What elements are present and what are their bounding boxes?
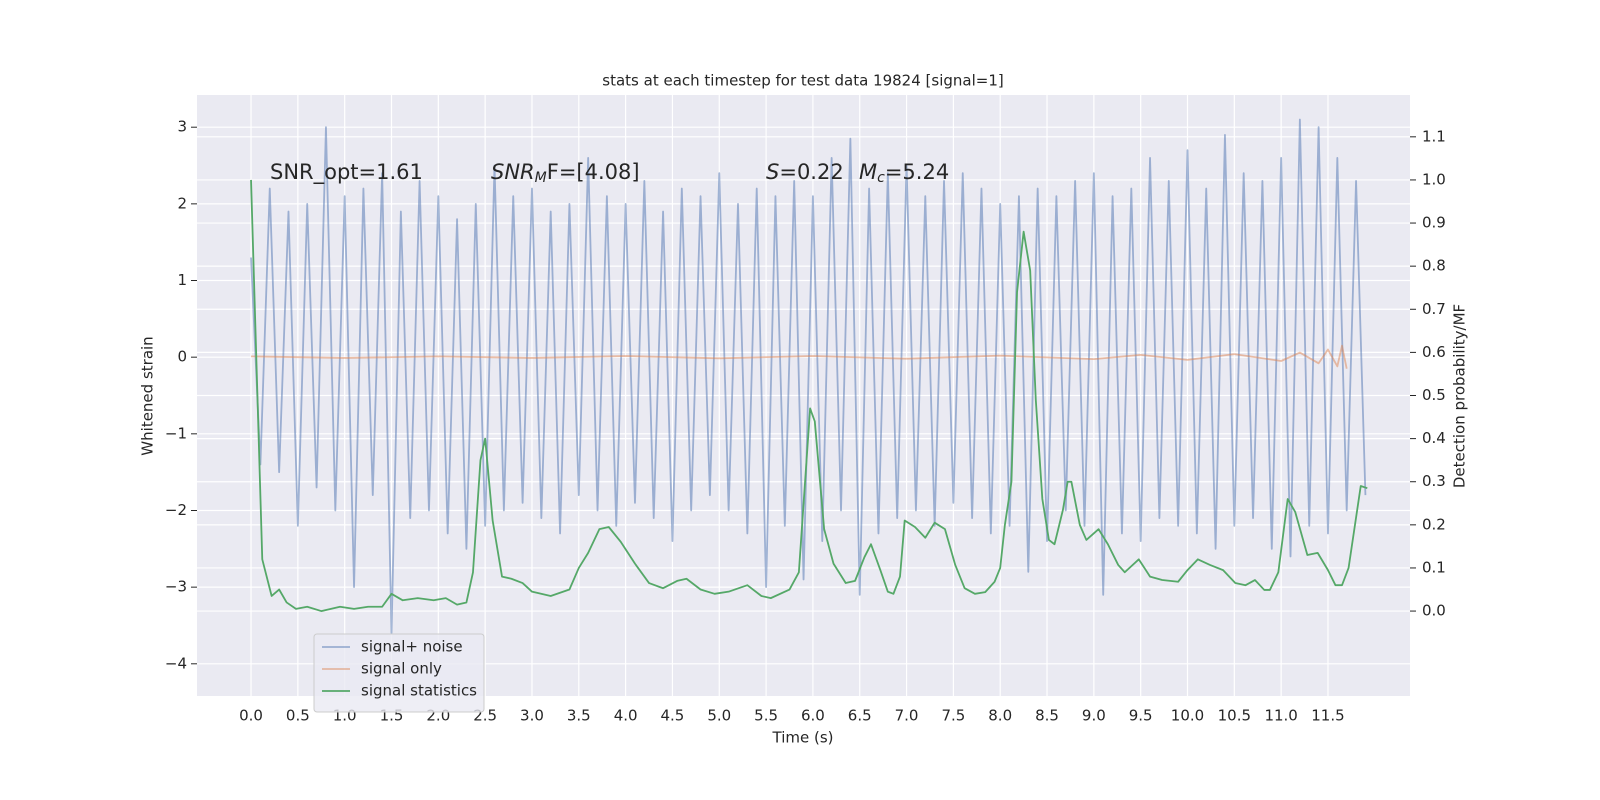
y-tick-label: 3 <box>177 118 187 136</box>
y2-tick-label: 1.0 <box>1422 170 1446 188</box>
y2-tick-label: 0.2 <box>1422 515 1446 533</box>
x-tick-label: 6.0 <box>801 707 825 725</box>
marks <box>250 118 1368 635</box>
x-tick-label: 7.5 <box>941 707 965 725</box>
ticks: 0.0 0.5 1.0 1.5 2.0 2.5 3.0 3.5 4.0 4.5 5.0 5.5 6.0 6… <box>165 118 1446 725</box>
y-tick-label: −1 <box>165 424 187 442</box>
legend-label: signal statistics <box>361 682 477 700</box>
x-tick-label: 0.0 <box>239 707 263 725</box>
y2-axis-label: Detection probability/MF <box>1451 304 1469 488</box>
y2-tick-label: 0.3 <box>1422 472 1446 490</box>
annotation: SNRMF=[4.08] <box>491 160 640 186</box>
x-tick-label: 3.5 <box>567 707 591 725</box>
y2-tick-label: 1.1 <box>1422 127 1446 145</box>
annotation-part: =5.24 <box>885 160 949 184</box>
x-tick-label: 8.0 <box>988 707 1012 725</box>
annotation-part: M <box>535 170 547 186</box>
x-tick-label: 10.0 <box>1171 707 1204 725</box>
x-tick-label: 10.5 <box>1218 707 1251 725</box>
annotation: Mc=5.24 <box>859 160 949 186</box>
x-tick-label: 11.5 <box>1311 707 1344 725</box>
annotation-part: SNR <box>491 160 535 184</box>
y-tick-label: 2 <box>177 194 187 212</box>
annotation-part: M <box>859 160 877 184</box>
x-tick-label: 4.5 <box>661 707 685 725</box>
x-tick-label: 9.0 <box>1082 707 1106 725</box>
series-line <box>250 118 1367 635</box>
series-line <box>250 179 1368 612</box>
series-line <box>251 344 1348 369</box>
x-tick-label: 6.5 <box>848 707 872 725</box>
legend-label: signal+ noise <box>361 638 463 656</box>
annotation: S=0.22 <box>766 160 844 184</box>
y2-tick-label: 0.7 <box>1422 300 1446 318</box>
y2-tick-label: 0.9 <box>1422 214 1446 232</box>
y-axis-label: Whitened strain <box>139 336 157 455</box>
x-tick-label: 8.5 <box>1035 707 1059 725</box>
y2-tick-label: 0.1 <box>1422 558 1446 576</box>
annotation: SNR_opt=1.61 <box>270 160 423 185</box>
y-tick-label: −2 <box>165 501 187 519</box>
x-tick-label: 11.0 <box>1264 707 1297 725</box>
y-tick-label: 0 <box>177 348 187 366</box>
y2-tick-label: 0.6 <box>1422 343 1446 361</box>
x-tick-label: 7.0 <box>895 707 919 725</box>
x-tick-label: 3.0 <box>520 707 544 725</box>
legend-box <box>313 633 485 713</box>
annotation-part: c <box>877 170 885 186</box>
x-tick-label: 4.0 <box>614 707 638 725</box>
y2-tick-label: 0.0 <box>1422 602 1446 620</box>
x-tick-label: 9.5 <box>1129 707 1153 725</box>
y2-tick-label: 0.8 <box>1422 257 1446 275</box>
y-tick-label: −4 <box>165 654 187 672</box>
x-axis-label: Time (s) <box>772 729 834 747</box>
y-tick-label: −3 <box>165 578 187 596</box>
chart-title: stats at each timestep for test data 198… <box>602 72 1003 90</box>
annotation-part: S <box>766 160 779 184</box>
y2-tick-label: 0.4 <box>1422 429 1446 447</box>
x-tick-label: 5.5 <box>754 707 778 725</box>
annotation-part: F=[4.08] <box>547 160 640 184</box>
legend-label: signal only <box>361 660 442 678</box>
y-tick-label: 1 <box>177 271 187 289</box>
x-tick-label: 5.0 <box>707 707 731 725</box>
annotation-part: =0.22 <box>779 160 843 184</box>
legend: signal+ noise signal only signal statistic… <box>313 633 485 713</box>
x-tick-label: 0.5 <box>286 707 310 725</box>
y2-tick-label: 0.5 <box>1422 386 1446 404</box>
